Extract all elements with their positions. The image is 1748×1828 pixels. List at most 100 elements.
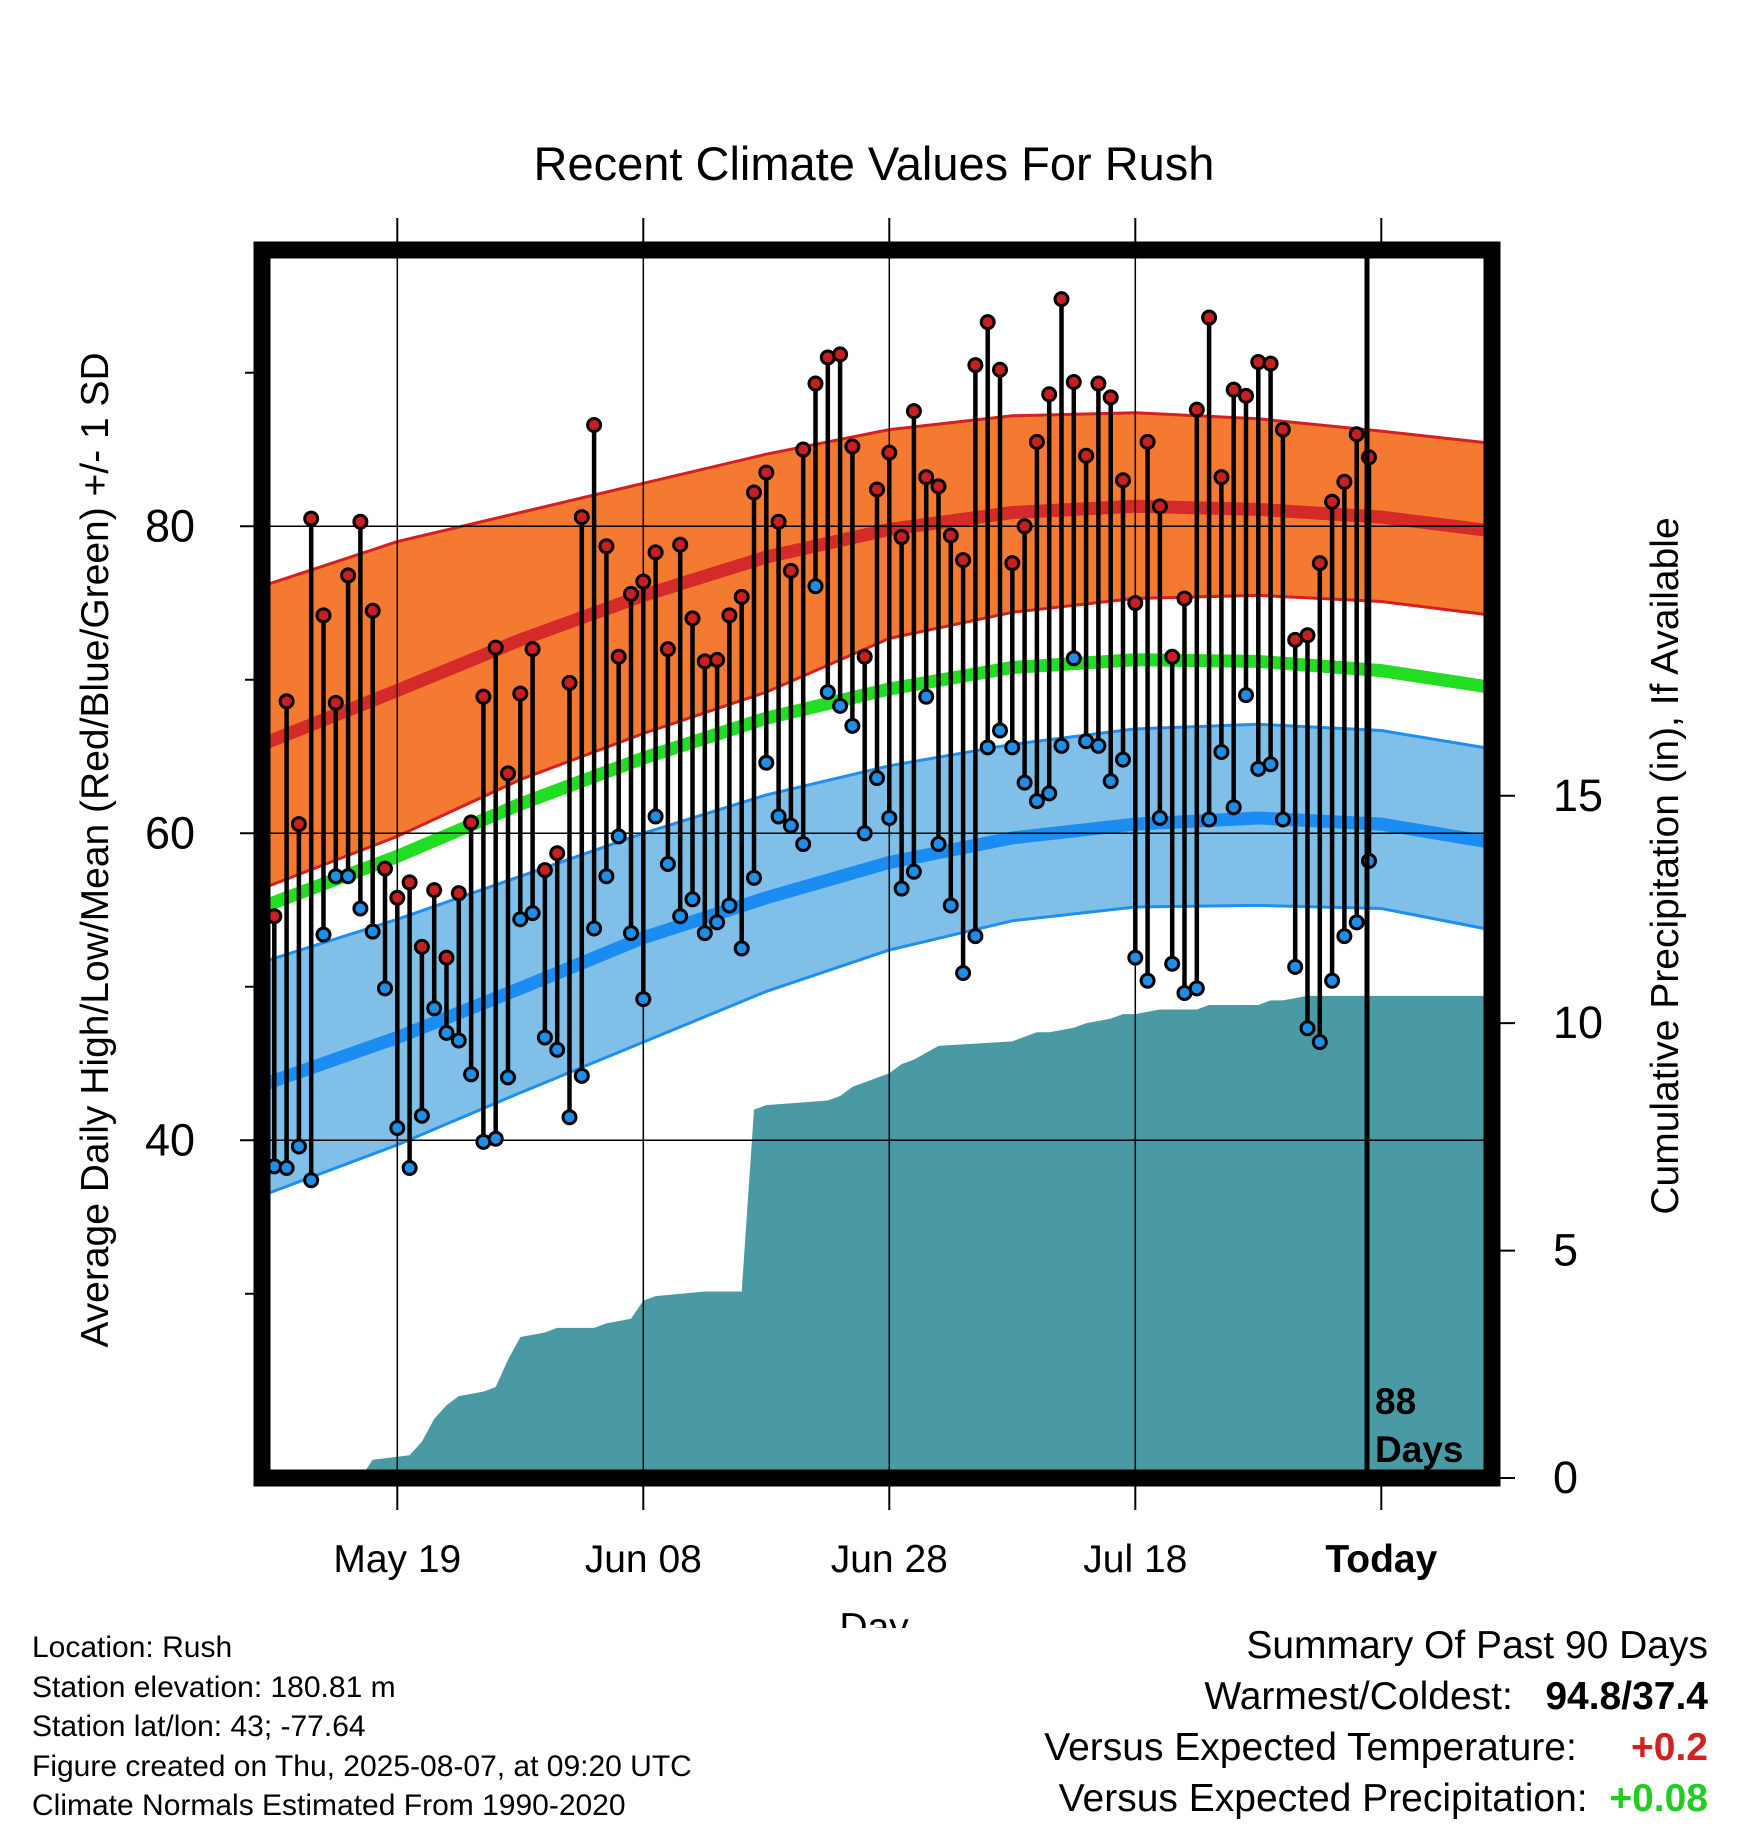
low-point bbox=[770, 808, 787, 825]
high-point bbox=[1041, 386, 1058, 403]
low-point bbox=[881, 809, 898, 826]
precip-label: Versus Expected Precipitation: bbox=[1058, 1777, 1588, 1820]
low-point bbox=[1164, 955, 1181, 972]
high-point bbox=[561, 674, 578, 691]
low-point bbox=[869, 770, 885, 787]
low-point bbox=[1201, 811, 1218, 828]
low-point bbox=[487, 1130, 504, 1147]
y2-axis-label: Cumulative Precipitation (in), If Availa… bbox=[1644, 517, 1687, 1214]
high-point bbox=[512, 685, 529, 702]
x-tick-label-4: Today bbox=[1325, 1538, 1437, 1581]
low-point bbox=[1238, 687, 1254, 704]
low-point bbox=[340, 868, 357, 885]
high-point bbox=[327, 694, 344, 711]
temp-value: +0.2 bbox=[1631, 1726, 1708, 1769]
summary-panel: Summary Of Past 90 Days Warmest/Coldest:… bbox=[1044, 1620, 1708, 1824]
low-point bbox=[573, 1067, 590, 1084]
high-point bbox=[364, 602, 381, 619]
y-tick-label-1: 60 bbox=[145, 807, 195, 858]
daily-range-stems bbox=[272, 299, 1372, 1181]
high-point bbox=[549, 845, 566, 862]
low-point bbox=[1102, 773, 1119, 790]
high-point bbox=[1078, 447, 1095, 464]
y-tick-label-0: 40 bbox=[145, 1114, 195, 1165]
high-point bbox=[955, 552, 972, 569]
high-point bbox=[524, 641, 541, 658]
low-point bbox=[536, 1029, 553, 1046]
high-point bbox=[573, 509, 590, 526]
high-point bbox=[1201, 309, 1218, 326]
high-point bbox=[1028, 433, 1045, 450]
normals-text: Climate Normals Estimated From 1990-2020 bbox=[32, 1789, 626, 1822]
high-point bbox=[893, 529, 910, 546]
low-point bbox=[709, 914, 726, 931]
y2-tick-label-0: 0 bbox=[1553, 1452, 1578, 1503]
high-point bbox=[475, 688, 492, 705]
low-point bbox=[1262, 756, 1279, 773]
high-point bbox=[389, 889, 406, 906]
low-point bbox=[438, 1024, 455, 1041]
high-point bbox=[1262, 355, 1279, 372]
high-point bbox=[869, 481, 885, 498]
low-point bbox=[1004, 739, 1021, 756]
low-point bbox=[401, 1159, 418, 1176]
elevation-text: Station elevation: 180.81 m bbox=[32, 1670, 396, 1704]
y-tick-label-2: 80 bbox=[145, 500, 195, 551]
low-point bbox=[1090, 737, 1107, 754]
low-point bbox=[758, 754, 775, 771]
low-point bbox=[586, 920, 603, 937]
high-point bbox=[1336, 473, 1353, 490]
high-point bbox=[1127, 595, 1144, 612]
low-point bbox=[819, 684, 836, 701]
high-point bbox=[1053, 291, 1070, 308]
high-point bbox=[487, 639, 504, 656]
low-point bbox=[635, 991, 652, 1008]
high-point bbox=[807, 375, 824, 392]
low-point bbox=[733, 940, 750, 957]
low-point bbox=[782, 817, 799, 834]
precipitation-area bbox=[262, 995, 1492, 1478]
today-marker-label: Days bbox=[1375, 1429, 1463, 1470]
temp-row: Versus Expected Temperature: +0.2 bbox=[1044, 1722, 1708, 1773]
high-point bbox=[1225, 381, 1242, 398]
plot-frame bbox=[253, 241, 1501, 1487]
low-point bbox=[659, 856, 676, 872]
low-point bbox=[942, 897, 959, 914]
high-point bbox=[721, 607, 738, 624]
low-point bbox=[1274, 811, 1291, 828]
high-point bbox=[930, 478, 947, 495]
low-point bbox=[746, 869, 762, 886]
low-point bbox=[1188, 980, 1205, 997]
low-point bbox=[918, 688, 935, 705]
low-point bbox=[1028, 793, 1045, 810]
low-point bbox=[1053, 737, 1070, 754]
y-axis-label: Average Daily High/Low/Mean (Red/Blue/Gr… bbox=[74, 352, 117, 1347]
low-point bbox=[413, 1107, 430, 1124]
high-point bbox=[942, 527, 959, 544]
high-point bbox=[1188, 401, 1205, 418]
high-point bbox=[733, 588, 750, 605]
high-point bbox=[1004, 555, 1021, 572]
low-point bbox=[463, 1066, 480, 1083]
high-point bbox=[1238, 387, 1254, 404]
high-point bbox=[844, 438, 861, 455]
low-point bbox=[303, 1172, 320, 1189]
high-point bbox=[377, 860, 393, 877]
low-point bbox=[561, 1109, 578, 1126]
high-point bbox=[1213, 469, 1230, 486]
high-point bbox=[1311, 555, 1328, 572]
high-point bbox=[1299, 627, 1316, 644]
high-point bbox=[450, 885, 467, 902]
high-point bbox=[967, 357, 984, 374]
low-point bbox=[893, 880, 910, 897]
low-point bbox=[500, 1069, 516, 1086]
high-point bbox=[795, 441, 812, 458]
high-point bbox=[1065, 374, 1082, 391]
high-point bbox=[1164, 648, 1181, 665]
low-point bbox=[844, 717, 861, 734]
high-point bbox=[832, 346, 849, 363]
low-point bbox=[512, 911, 529, 928]
low-point bbox=[807, 578, 824, 595]
high-point bbox=[303, 510, 320, 527]
precip-value: +0.08 bbox=[1609, 1777, 1708, 1820]
